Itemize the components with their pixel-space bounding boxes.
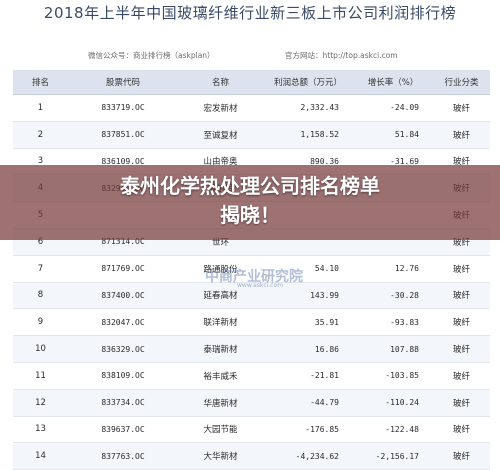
table-cell: 延春高材 [178, 282, 263, 310]
table-cell: -2,156.17 [353, 442, 433, 470]
column-header: 排名 [13, 70, 68, 95]
table-cell: 8 [13, 282, 68, 310]
table-cell: 2,332.43 [263, 94, 353, 122]
column-header: 股票代码 [68, 70, 178, 95]
table-row: 9 832047.OC 联洋新材 35.91 -93.83 玻纤 [13, 308, 490, 337]
table-cell: 35.91 [263, 308, 353, 337]
headline-line-1: 泰州化学热处理公司排名榜单 [120, 174, 380, 198]
table-cell: 833734.OC [68, 389, 178, 417]
table-cell: 12.76 [353, 255, 433, 283]
table-cell: 838109.OC [68, 362, 178, 390]
table-cell: 16.86 [263, 335, 353, 363]
table-cell: 玻纤 [433, 282, 490, 310]
column-header: 名称 [178, 70, 263, 95]
table-cell: 13 [13, 416, 68, 444]
website-label: 官方网站：http://top.askci.com [285, 51, 398, 60]
table-cell: -110.24 [353, 389, 433, 417]
table-cell: 泰瑞新材 [178, 335, 263, 363]
table-row: 2 837851.OC 至诚复材 1,158.52 51.84 玻纤 [13, 121, 490, 149]
table-cell: -30.28 [353, 282, 433, 310]
table-cell: -176.85 [263, 416, 353, 444]
table-cell: 至诚复材 [178, 121, 263, 149]
table-row: 13 839637.OC 大园节能 -176.85 -122.48 玻纤 [13, 416, 490, 444]
table-cell: 143.99 [263, 282, 353, 310]
table-cell: -103.85 [353, 362, 433, 390]
table-cell: 837400.OC [68, 282, 178, 310]
table-cell: -24.09 [353, 94, 433, 122]
table-cell: 联洋新材 [178, 308, 263, 337]
table-cell: -4,234.62 [263, 442, 353, 470]
table-cell: 大华新材 [178, 442, 263, 470]
table-cell: 玻纤 [433, 94, 490, 122]
column-header: 利润总额（万元） [263, 70, 353, 95]
table-cell: 107.88 [353, 335, 433, 363]
table-cell: 10 [13, 335, 68, 363]
column-header: 增长率（%） [353, 70, 433, 95]
table-cell: 玻纤 [433, 389, 490, 417]
table-cell: 1,158.52 [263, 121, 353, 149]
table-row: 11 838109.OC 裕丰威禾 -21.81 -103.85 玻纤 [13, 362, 490, 390]
page-title: 2018年上半年中国玻璃纤维行业新三板上市公司利润排行榜 [43, 4, 457, 22]
table-cell: 12 [13, 389, 68, 417]
table-cell: 11 [13, 362, 68, 390]
headline-banner [0, 165, 500, 240]
table-cell: 1 [13, 94, 68, 122]
table-cell: 大园节能 [178, 416, 263, 444]
table-cell: 宏发新材 [178, 94, 263, 122]
table-cell: 路通股份 [178, 255, 263, 283]
table-cell: 华唐新材 [178, 389, 263, 417]
headline: 泰州化学热处理公司排名榜单 揭晓！ [0, 172, 500, 230]
table-row: 7 871769.OC 路通股份 54.10 12.76 玻纤 [13, 255, 490, 283]
table-cell: 玻纤 [433, 362, 490, 390]
table-cell: 2 [13, 121, 68, 149]
table-cell: 14 [13, 442, 68, 470]
table-cell: 51.84 [353, 121, 433, 149]
table-cell: 玻纤 [433, 121, 490, 149]
table-cell: 832047.OC [68, 308, 178, 337]
column-header: 行业分类 [433, 70, 490, 95]
watermark-logo: 中商产业研究院 [205, 269, 303, 285]
table-row: 8 837400.OC 延春高材 143.99 -30.28 玻纤 [13, 282, 490, 310]
table-cell: 玻纤 [433, 416, 490, 444]
table-row: 1 833719.OC 宏发新材 2,332.43 -24.09 玻纤 [13, 94, 490, 122]
table-cell: 837763.OC [68, 442, 178, 470]
table-row: 10 836329.OC 泰瑞新材 16.86 107.88 玻纤 [13, 335, 490, 363]
table-cell: 玻纤 [433, 308, 490, 337]
table-cell: 833719.OC [68, 94, 178, 122]
wechat-label: 微信公众号：商业排行榜（askplan） [88, 51, 215, 60]
table-cell: 9 [13, 308, 68, 337]
table-cell: 玻纤 [433, 255, 490, 283]
table-cell: -44.79 [263, 389, 353, 417]
table-cell: 54.10 [263, 255, 353, 283]
watermark-url: www.askci.com [237, 282, 284, 289]
table-cell: -93.83 [353, 308, 433, 337]
page: 2018年上半年中国玻璃纤维行业新三板上市公司利润排行榜 微信公众号：商业排行榜… [0, 4, 500, 470]
table-cell: -21.81 [263, 362, 353, 390]
table-cell: 7 [13, 255, 68, 283]
headline-line-2: 揭晓！ [220, 203, 280, 227]
table-cell: 871769.OC [68, 255, 178, 283]
table-cell: 玻纤 [433, 335, 490, 363]
table-cell: 裕丰威禾 [178, 362, 263, 390]
table-cell: 839637.OC [68, 416, 178, 444]
table-cell: 836329.OC [68, 335, 178, 363]
table-header-row: 排名 股票代码 名称 利润总额（万元） 增长率（%） 行业分类 [13, 70, 490, 95]
table-cell: 玻纤 [433, 442, 490, 470]
table-row: 12 833734.OC 华唐新材 -44.79 -110.24 玻纤 [13, 389, 490, 417]
table-cell: -122.48 [353, 416, 433, 444]
table-cell: 837851.OC [68, 121, 178, 149]
table-row: 14 837763.OC 大华新材 -4,234.62 -2,156.17 玻纤 [13, 442, 490, 470]
